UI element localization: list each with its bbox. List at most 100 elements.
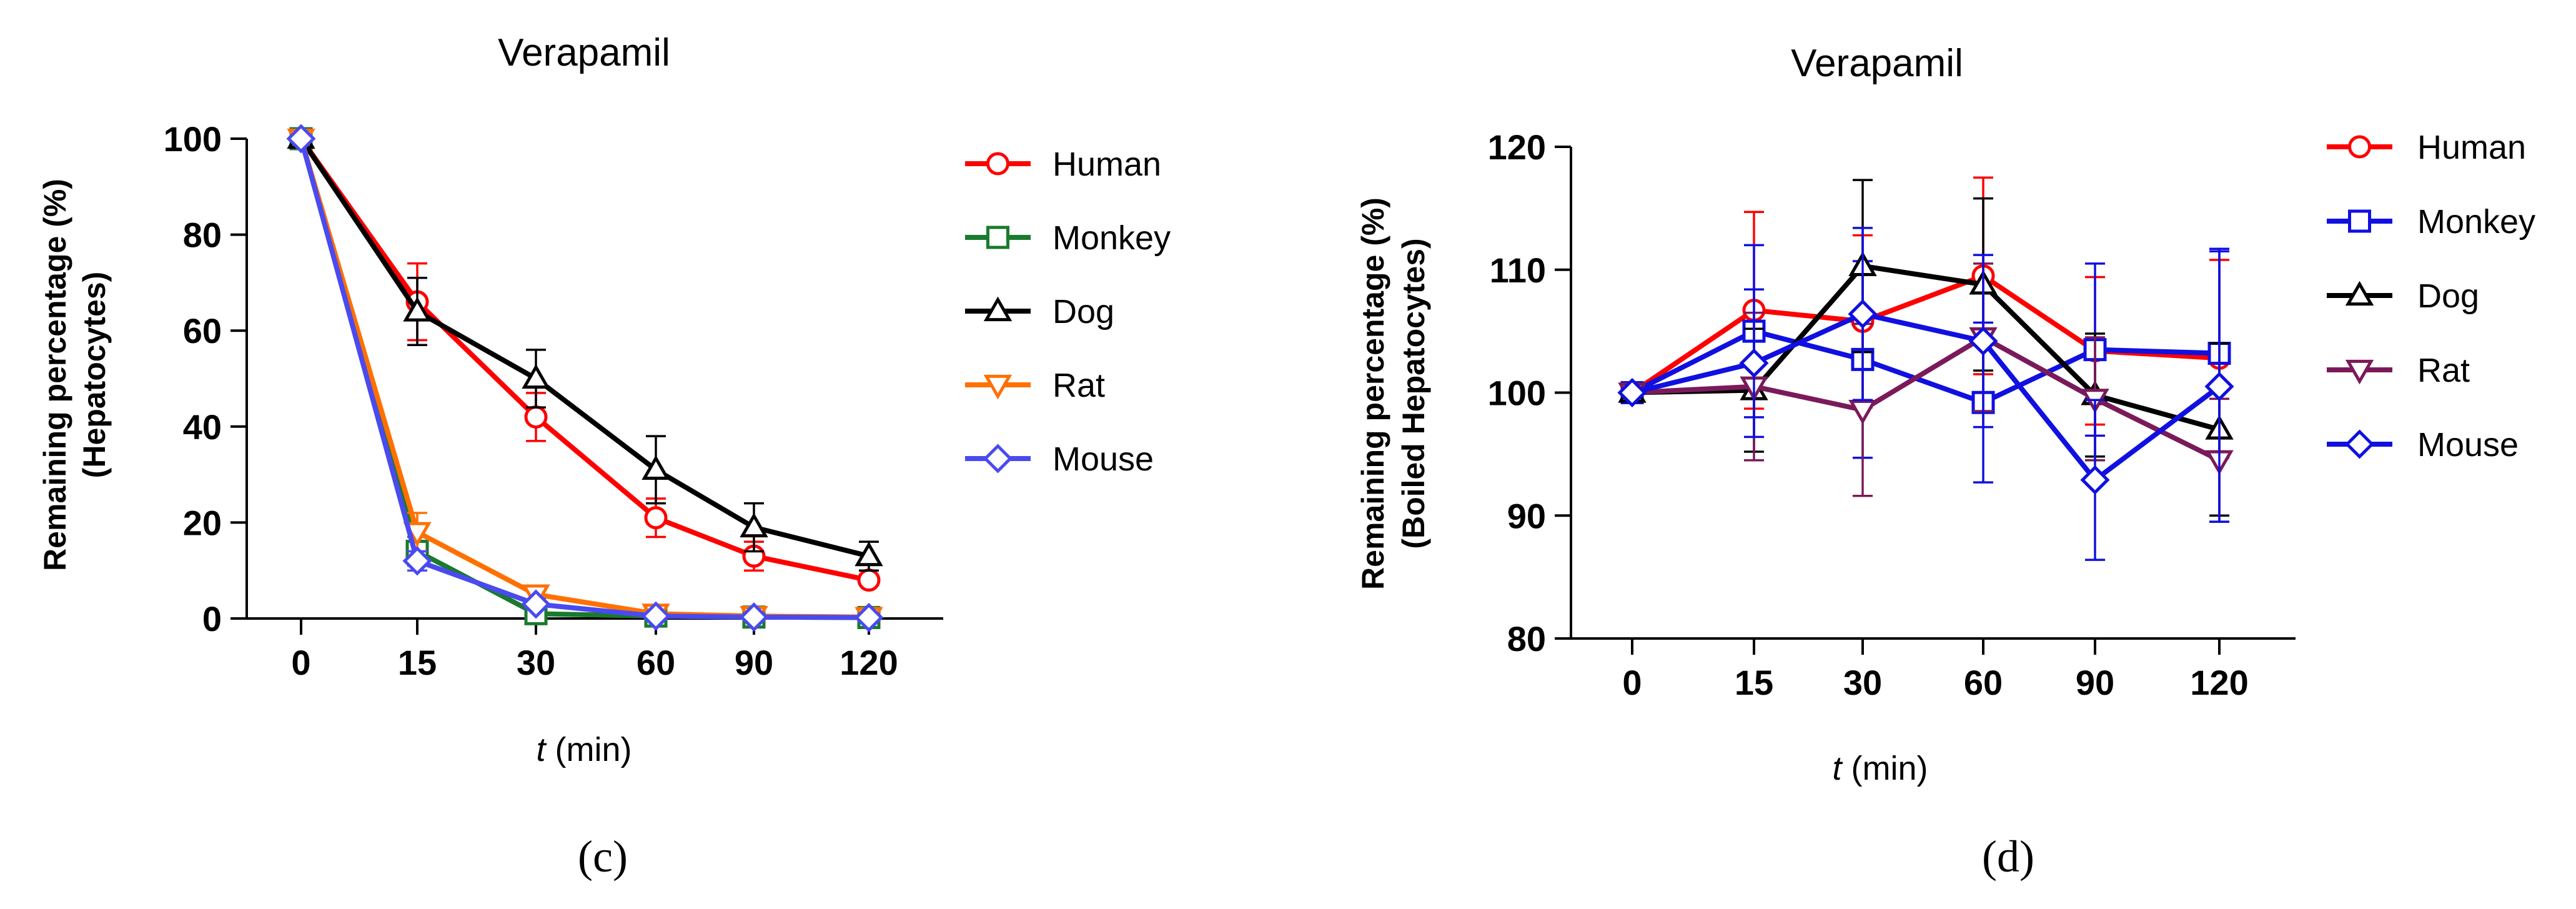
y-axis-label-line1: Remaining percentage (%): [37, 179, 72, 571]
y-tick-label: 120: [1488, 127, 1546, 167]
x-axis-label: t (min): [537, 731, 632, 768]
chart-title: Verapamil: [498, 31, 670, 74]
data-point: [644, 506, 668, 530]
legend-item-rat: Rat: [965, 367, 1105, 404]
x-tick-label: 15: [398, 643, 437, 682]
legend-label: Dog: [2417, 277, 2479, 315]
data-point: [641, 601, 671, 631]
legend-item-monkey: Monkey: [965, 219, 1171, 257]
series-line: [299, 137, 869, 620]
x-axis-label: t (min): [1833, 750, 1928, 787]
data-point: [857, 569, 881, 592]
y-tick-label: 0: [202, 599, 222, 638]
data-point: [2080, 465, 2110, 495]
legend-item-mouse: Mouse: [965, 440, 1154, 478]
x-tick-label: 90: [735, 643, 773, 682]
y-tick-label: 60: [183, 311, 222, 350]
data-point: [1617, 377, 1647, 408]
legend-item-mouse: Mouse: [2327, 426, 2519, 464]
legend-label: Human: [2417, 129, 2526, 166]
x-axis-variable: t: [1833, 750, 1843, 787]
legend-item-rat: Rat: [2327, 352, 2470, 389]
legend-item-dog: Dog: [965, 293, 1114, 330]
series-line: [299, 137, 869, 559]
y-axis-label-line2: (Boiled Hepatocytes): [1396, 238, 1431, 549]
data-point: [402, 546, 432, 576]
series-human: [289, 127, 881, 592]
data-point: [286, 124, 316, 154]
x-tick-label: 90: [2076, 663, 2114, 702]
data-point: [642, 455, 670, 480]
legend-marker: [986, 152, 1009, 176]
data-point: [1848, 299, 1878, 329]
data-point: [855, 541, 883, 567]
series-line: [299, 137, 869, 620]
series-mouse: [286, 124, 884, 632]
data-point: [524, 405, 548, 429]
data-point: [2204, 372, 2234, 402]
series-line: [1631, 329, 2220, 405]
legend-label: Monkey: [1053, 219, 1171, 257]
x-tick-label: 30: [517, 643, 555, 682]
series-rat: [287, 128, 883, 632]
legend-item-dog: Dog: [2327, 277, 2479, 315]
legend-d: Human Monkey Dog Rat Mouse: [2327, 129, 2535, 464]
series-dog: [287, 124, 883, 572]
legend-marker: [2348, 135, 2371, 159]
series-human: [1620, 176, 2231, 458]
chart-panel-c: Verapamil 0 20 40 60 80 100 0 15 30 60 90 120 Remai…: [37, 31, 1171, 882]
panel-label: (d): [1982, 832, 2034, 882]
legend-marker: [2348, 209, 2371, 233]
data-point: [1968, 326, 1998, 356]
x-tick-label: 0: [291, 643, 310, 682]
y-tick-label: 100: [164, 119, 222, 159]
x-axis-variable: t: [537, 731, 547, 768]
legend-item-human: Human: [2327, 129, 2526, 166]
y-axis-label-line1: Remaining percentage (%): [1355, 197, 1390, 590]
legend-label: Rat: [2417, 352, 2470, 389]
data-point: [740, 512, 768, 538]
legend-marker: [983, 444, 1013, 474]
panel-label: (c): [578, 832, 628, 882]
axes-c: 0 20 40 60 80 100 0 15 30 60 90 120: [164, 119, 943, 682]
y-tick-label: 110: [1490, 251, 1546, 290]
legend-marker: [983, 296, 1013, 322]
y-tick-label: 20: [183, 503, 222, 542]
marks-c: [286, 124, 884, 632]
legend-label: Rat: [1053, 367, 1105, 404]
chart-title: Verapamil: [1791, 42, 1963, 85]
y-tick-label: 100: [1488, 374, 1546, 413]
series-line: [1630, 273, 2220, 395]
legend-item-human: Human: [965, 146, 1161, 183]
legend-c: Human Monkey Dog Rat Mouse: [965, 146, 1171, 478]
y-axis-label-line2: (Hepatocytes): [77, 272, 112, 479]
legend-marker: [983, 374, 1013, 400]
legend-label: Human: [1053, 146, 1161, 183]
x-tick-label: 120: [2190, 663, 2248, 702]
legend-label: Monkey: [2417, 203, 2535, 241]
x-tick-label: 60: [637, 643, 675, 682]
x-tick-label: 30: [1843, 663, 1882, 702]
data-point: [1848, 399, 1877, 425]
x-axis-unit: (min): [1842, 750, 1928, 787]
series-monkey: [289, 127, 881, 629]
series-line: [1632, 334, 2221, 463]
series-mouse: [1617, 227, 2234, 561]
legend-label: Dog: [1053, 293, 1114, 330]
x-tick-label: 0: [1622, 663, 1642, 702]
y-tick-label: 80: [1507, 619, 1546, 658]
x-tick-label: 15: [1735, 663, 1773, 702]
data-point: [403, 297, 432, 322]
series-line: [1632, 311, 2221, 483]
chart-panel-d: Verapamil 80 90 100 110 120 0 15 30 60 90 120 Rema…: [1355, 42, 2535, 882]
data-point: [1739, 348, 1769, 378]
series-dog: [1618, 179, 2234, 517]
data-point: [521, 589, 551, 619]
legend-label: Mouse: [2417, 426, 2519, 464]
legend-marker: [2345, 281, 2374, 306]
legend-marker: [2344, 429, 2375, 459]
y-tick-label: 90: [1507, 496, 1546, 535]
y-tick-label: 40: [183, 407, 222, 447]
axes-d: 80 90 100 110 120 0 15 30 60 90 120: [1488, 127, 2296, 702]
